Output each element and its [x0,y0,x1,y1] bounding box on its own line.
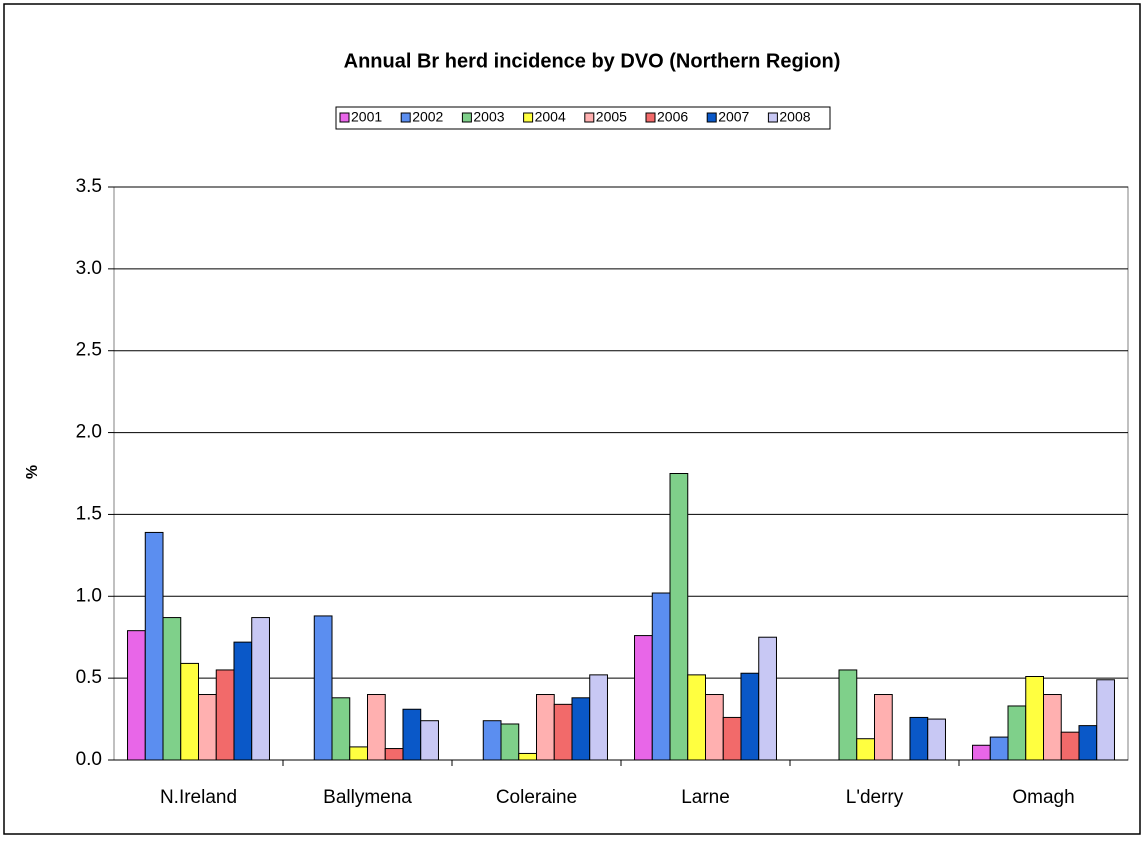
x-tick-label: Ballymena [323,787,412,808]
bar [1060,731,1080,761]
bar [687,674,707,761]
bar [180,662,200,761]
legend-swatch [584,112,595,123]
bar [651,592,671,761]
chart-title: Annual Br herd incidence by DVO (Norther… [344,50,841,72]
y-tick-label: 1.5 [76,503,102,524]
bar [1096,679,1115,761]
bar [553,703,573,761]
bar [313,615,333,761]
bar [402,708,422,761]
legend-label: 2001 [351,109,382,125]
legend-swatch [645,112,656,123]
bar [482,720,502,761]
legend-label: 2005 [596,109,627,125]
bar [1007,705,1027,761]
legend-label: 2003 [473,109,504,125]
bar [722,716,742,761]
bar [367,694,386,761]
legend-swatch [523,112,534,123]
bar [349,746,369,761]
bar [384,748,404,761]
x-tick-label: L'derry [846,787,904,808]
bar [571,697,591,761]
bar [1043,694,1062,761]
bar [251,617,270,761]
bar [162,617,182,761]
bar [1025,676,1045,761]
bar [740,672,760,761]
x-tick-label: Larne [681,787,730,808]
legend-box [335,106,831,130]
y-tick-label: 0.0 [76,749,102,770]
x-tick-label: N.Ireland [160,787,237,808]
legend-swatch [706,112,717,123]
bar [420,720,439,761]
x-tick-label: Coleraine [496,787,577,808]
legend-label: 2002 [412,109,443,125]
bar [634,635,653,761]
bar [989,736,1009,761]
bar [233,641,253,761]
y-tick-label: 2.5 [76,340,102,361]
y-axis-label: % [24,465,41,479]
bar [874,694,893,761]
bar [972,744,991,761]
legend-swatch [339,112,350,123]
bar [758,636,777,761]
legend-swatch [461,112,472,123]
legend-label: 2006 [657,109,688,125]
bar [518,752,538,761]
bar [927,718,946,761]
bar [589,674,608,761]
bar [669,473,689,761]
bar [856,738,876,761]
y-tick-label: 2.0 [76,422,102,443]
bar [838,669,858,761]
bar [500,723,520,761]
legend-swatch [400,112,411,123]
bar [144,531,164,761]
y-tick-label: 0.5 [76,667,102,688]
bar [909,716,929,761]
legend-swatch [767,112,778,123]
legend-label: 2004 [535,109,566,125]
bar [536,694,555,761]
bar [1078,725,1098,761]
y-tick-label: 3.0 [76,258,102,279]
legend-label: 2007 [718,109,749,125]
bar [705,694,724,761]
bar [198,694,217,761]
x-tick-label: Omagh [1012,787,1074,808]
bar [331,697,351,761]
y-tick-label: 1.0 [76,585,102,606]
y-tick-label: 3.5 [76,176,102,197]
legend-label: 2008 [779,109,810,125]
bar [127,630,146,761]
bar [215,669,235,761]
